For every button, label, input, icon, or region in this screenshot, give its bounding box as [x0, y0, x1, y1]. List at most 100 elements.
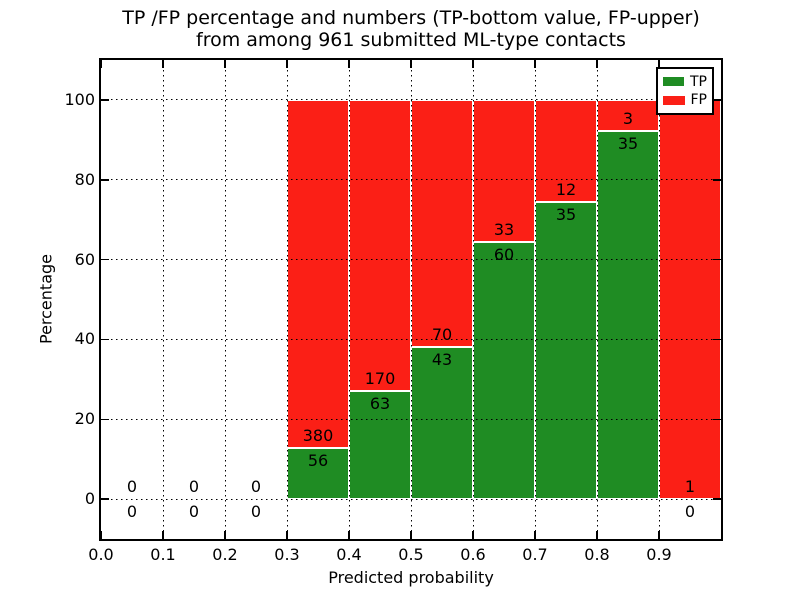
- gridline-vertical: [410, 60, 412, 539]
- y-tick-label: 60: [74, 249, 95, 269]
- y-tick-label: 20: [74, 409, 95, 429]
- gridline-vertical: [534, 60, 536, 539]
- y-tick-label: 40: [74, 329, 95, 349]
- bar-segment-fp: [473, 99, 535, 242]
- x-tick-bottom: [472, 531, 474, 539]
- bar-count-fp: 170: [364, 369, 396, 389]
- legend-label-tp: TP: [690, 73, 707, 90]
- legend-label-fp: FP: [690, 92, 708, 109]
- plot-area: TP FP 0 0 0 0 0 0 380 56 170 63 70 43 33 60 12 35 3 35 1 0: [99, 58, 723, 541]
- y-tick-left: [101, 258, 109, 261]
- bar-count-tp: 56: [307, 450, 329, 470]
- chart-title: TP /FP percentage and numbers (TP-bottom…: [99, 7, 723, 51]
- bar-count-fp: 380: [302, 425, 334, 445]
- bar-segment-fp: [349, 99, 411, 392]
- gridline-vertical: [472, 60, 474, 539]
- y-tick-label: 100: [64, 89, 95, 109]
- bar-count-tp: 35: [555, 204, 577, 224]
- x-tick-bottom: [534, 531, 536, 539]
- y-tick-left: [101, 338, 109, 341]
- bar-segment-tp: [535, 201, 597, 500]
- legend: TP FP: [656, 67, 714, 115]
- bar-count-tp: 0: [250, 502, 262, 522]
- gridline-horizontal: [101, 418, 721, 420]
- gridline-vertical: [286, 60, 288, 539]
- bar-count-tp: 0: [684, 502, 696, 522]
- legend-entry-fp: FP: [663, 92, 707, 108]
- x-tick-label: 0.7: [522, 545, 548, 564]
- y-tick-left: [101, 99, 109, 101]
- x-tick-top: [410, 60, 412, 68]
- x-tick-bottom: [224, 531, 226, 539]
- bar-count-fp: 1: [684, 477, 696, 497]
- x-tick-label: 0.4: [336, 545, 362, 564]
- x-tick-top: [224, 60, 226, 68]
- bar-count-tp: 0: [188, 502, 200, 522]
- y-tick-label: 0: [84, 489, 95, 509]
- chart-title-line1: TP /FP percentage and numbers (TP-bottom…: [122, 7, 700, 29]
- x-tick-top: [286, 60, 288, 68]
- x-tick-top: [472, 60, 474, 68]
- y-tick-right: [713, 338, 721, 341]
- x-tick-bottom: [348, 531, 350, 539]
- gridline-horizontal: [101, 99, 721, 101]
- x-tick-label: 0.6: [460, 545, 486, 564]
- bar-segment-tp: [287, 447, 349, 500]
- bar-segment-tp: [411, 347, 473, 500]
- bar-segment-fp: [597, 99, 659, 132]
- x-tick-top: [348, 60, 350, 68]
- bar-segment-tp: [473, 241, 535, 500]
- bar-count-tp: 60: [493, 244, 515, 264]
- y-tick-right: [713, 498, 721, 500]
- x-tick-bottom: [286, 531, 288, 539]
- y-tick-left: [101, 179, 109, 181]
- x-tick-label: 0.0: [88, 545, 114, 564]
- bar-count-tp: 0: [126, 502, 138, 522]
- gridline-vertical: [348, 60, 350, 539]
- x-tick-top: [534, 60, 536, 68]
- gridline-vertical: [224, 60, 226, 539]
- x-tick-top: [162, 60, 164, 68]
- gridline-vertical: [596, 60, 598, 539]
- x-tick-bottom: [410, 531, 412, 539]
- x-tick-top: [596, 60, 598, 68]
- bar-segment-fp: [659, 99, 721, 500]
- bar-count-fp: 0: [250, 477, 262, 497]
- x-tick-bottom: [596, 531, 598, 539]
- x-axis-label: Predicted probability: [328, 568, 494, 587]
- bar-count-fp: 12: [555, 179, 577, 199]
- bar-count-tp: 63: [369, 394, 391, 414]
- y-tick-label: 80: [74, 169, 95, 189]
- y-tick-right: [713, 179, 721, 181]
- gridline-horizontal: [101, 259, 721, 261]
- y-tick-left: [101, 498, 109, 500]
- bar-count-fp: 3: [622, 109, 634, 129]
- bar-count-tp: 35: [617, 134, 639, 154]
- chart-title-line2: from among 961 submitted ML-type contact…: [196, 29, 626, 51]
- x-tick-label: 0.3: [274, 545, 300, 564]
- gridline-horizontal: [101, 179, 721, 181]
- bar-count-fp: 0: [126, 477, 138, 497]
- x-tick-label: 0.9: [646, 545, 672, 564]
- x-tick-label: 0.5: [398, 545, 424, 564]
- bar-segment-tp: [349, 391, 411, 500]
- gridline-vertical: [658, 60, 660, 539]
- x-tick-top: [100, 60, 102, 68]
- bar-count-fp: 33: [493, 219, 515, 239]
- x-tick-bottom: [100, 531, 102, 539]
- bar-count-fp: 70: [431, 325, 453, 345]
- y-tick-left: [101, 418, 109, 420]
- bar-segment-tp: [597, 131, 659, 500]
- bar-count-fp: 0: [188, 477, 200, 497]
- bar-segment-fp: [287, 99, 349, 448]
- legend-swatch-tp: [663, 77, 684, 87]
- y-tick-right: [713, 258, 721, 261]
- x-tick-label: 0.1: [150, 545, 176, 564]
- x-tick-top: [658, 60, 660, 68]
- x-tick-bottom: [162, 531, 164, 539]
- x-tick-bottom: [658, 531, 660, 539]
- bar-count-tp: 43: [431, 350, 453, 370]
- x-tick-label: 0.8: [584, 545, 610, 564]
- y-tick-right: [713, 99, 721, 101]
